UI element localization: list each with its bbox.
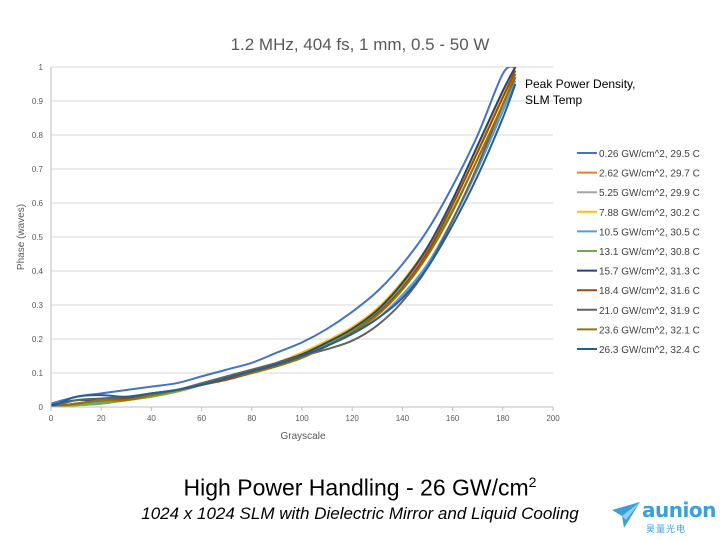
y-tick-label: 0.6: [32, 199, 44, 208]
caption-main: High Power Handling - 26 GW/cm2: [0, 474, 720, 502]
legend-label: 15.7 GW/cm^2, 31.3 C: [599, 267, 700, 278]
y-tick-label: 1: [39, 63, 44, 72]
caption-main-superscript: 2: [528, 474, 537, 490]
series-line-5: [51, 80, 517, 407]
y-tick-label: 0.1: [32, 369, 44, 378]
y-tick-label: 0.3: [32, 301, 44, 310]
legend-title: Peak Power Density, SLM Temp: [525, 77, 636, 107]
gridlines: [51, 66, 553, 408]
series-layer: [51, 67, 517, 407]
series-line-6: [51, 73, 517, 407]
x-tick-label: 0: [49, 414, 54, 423]
legend-label: 13.1 GW/cm^2, 30.8 C: [599, 247, 700, 258]
y-tick-label: 0.4: [32, 267, 44, 276]
legend-label: 0.26 GW/cm^2, 29.5 C: [599, 149, 700, 160]
axes: 0 0.1 0.2 0.3 0.4 0.5 0.6 0.7 0.8 0.9 1 0 20 40 60 80 10…: [32, 63, 560, 423]
x-tick-label: 40: [147, 414, 156, 423]
x-tick-label: 20: [97, 414, 106, 423]
x-tick-label: 120: [346, 414, 360, 423]
legend-label: 2.62 GW/cm^2, 29.7 C: [599, 169, 700, 180]
legend-label: 18.4 GW/cm^2, 31.6 C: [599, 286, 700, 297]
y-tick-label: 0: [39, 403, 44, 412]
y-tick-label: 0.5: [32, 233, 44, 242]
y-tick-label: 0.8: [32, 131, 44, 140]
legend-label: 7.88 GW/cm^2, 30.2 C: [599, 208, 700, 219]
y-tick-label: 0.7: [32, 165, 44, 174]
series-line-1: [51, 67, 516, 405]
legend: 0.26 GW/cm^2, 29.5 C 2.62 GW/cm^2, 29.7 C…: [577, 149, 700, 356]
paper-plane-icon: [612, 502, 640, 528]
chart-title: 1.2 MHz, 404 fs, 1 mm, 0.5 - 50 W: [231, 35, 490, 54]
x-tick-label: 160: [446, 414, 460, 423]
caption-main-text: High Power Handling - 26 GW/cm: [183, 474, 529, 501]
y-tick-label: 0.9: [32, 97, 44, 106]
x-tick-label: 60: [197, 414, 206, 423]
logo-name: aunion: [642, 498, 716, 522]
logo-cjk-text: 昊量光电: [646, 524, 687, 534]
company-logo: aunion 昊量光电: [610, 498, 716, 534]
caption-sub: 1024 x 1024 SLM with Dielectric Mirror a…: [141, 504, 579, 523]
x-tick-label: 180: [496, 414, 510, 423]
series-line-9: [51, 76, 517, 407]
y-axis-label: Phase (waves): [16, 204, 27, 270]
legend-label: 21.0 GW/cm^2, 31.9 C: [599, 306, 700, 317]
chart: 1.2 MHz, 404 fs, 1 mm, 0.5 - 50 W 0 0.1 0.…: [16, 35, 700, 442]
x-tick-label: 100: [295, 414, 309, 423]
x-axis-label: Grayscale: [280, 431, 325, 442]
legend-label: 23.6 GW/cm^2, 32.1 C: [599, 325, 700, 336]
x-tick-label: 140: [396, 414, 410, 423]
series-line-3: [51, 76, 517, 407]
series-line-10: [51, 73, 517, 407]
legend-label: 10.5 GW/cm^2, 30.5 C: [599, 227, 700, 238]
y-tick-label: 0.2: [32, 335, 44, 344]
series-line-11: [51, 83, 517, 407]
legend-label: 26.3 GW/cm^2, 32.4 C: [599, 345, 700, 356]
x-tick-label: 80: [247, 414, 256, 423]
legend-label: 5.25 GW/cm^2, 29.9 C: [599, 188, 700, 199]
x-tick-label: 200: [546, 414, 560, 423]
